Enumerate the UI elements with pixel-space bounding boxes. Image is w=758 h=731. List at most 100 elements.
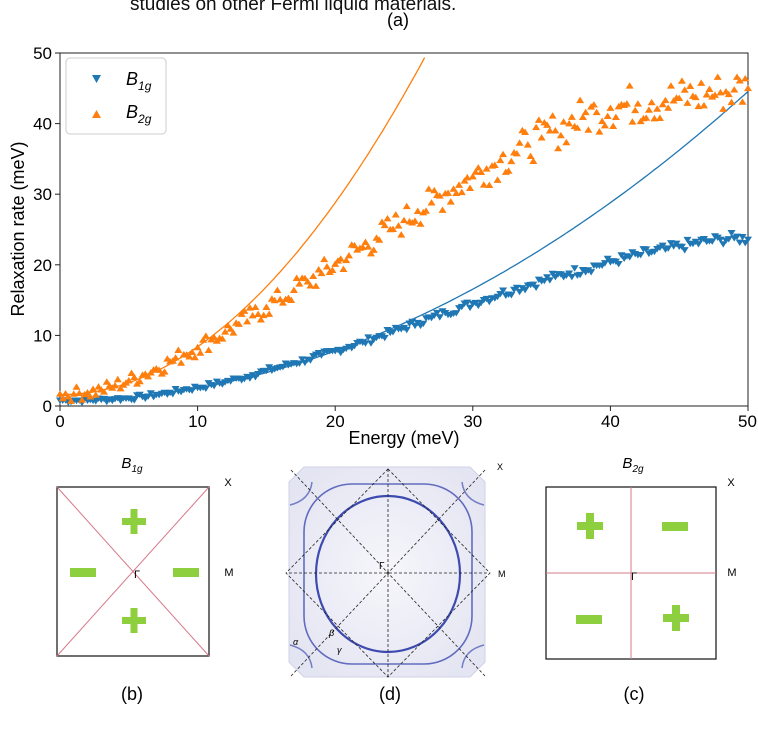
b2g-point (565, 120, 574, 127)
b2g-point (111, 381, 120, 389)
minus-sign (576, 615, 602, 624)
b1g-point (402, 326, 411, 334)
b2g-point (306, 282, 315, 289)
b2g-point (265, 310, 274, 317)
b2g-point (199, 336, 208, 343)
b2g-point (479, 181, 488, 188)
b2g-point (127, 369, 136, 376)
b2g-point (523, 141, 532, 148)
b2g-point (628, 118, 637, 125)
b2g-point (427, 199, 436, 206)
b2g-point (100, 388, 109, 395)
b2g-point (655, 114, 664, 121)
b1g-point (727, 230, 736, 237)
b2g-point (124, 376, 133, 384)
b2g-point (578, 113, 587, 121)
minus-sign (662, 522, 688, 531)
panel-b-b1g-diagram: B1g Γ X M (b) (56, 455, 234, 704)
panel-b-title: B1g (121, 455, 143, 475)
b2g-point (69, 390, 78, 397)
panel-d-label: (d) (379, 684, 401, 704)
b2g-point (309, 272, 318, 279)
b1g-point (146, 390, 155, 397)
b1g-point (666, 240, 675, 247)
b1g-point (694, 241, 703, 248)
b2g-point (609, 122, 618, 129)
legend-label-b1g: B1g (126, 69, 152, 93)
b1g-point (735, 239, 744, 246)
b2g-point (446, 198, 455, 205)
panel-b-label: (b) (121, 684, 143, 704)
b1g-point (306, 357, 315, 364)
b2g-point (474, 164, 483, 171)
plus-sign (577, 513, 603, 539)
b2g-point (683, 99, 692, 106)
b2g-point (430, 186, 439, 194)
axis-ticks: 0 10 20 30 40 50 0 10 20 30 40 50 (33, 44, 757, 431)
b2g-point (680, 86, 689, 93)
b2g-point (595, 128, 604, 135)
b2g-point (694, 102, 703, 110)
b2g-point (295, 280, 304, 287)
b1g-point (521, 286, 530, 294)
b2g-point (463, 173, 472, 181)
b2g-point (75, 389, 84, 397)
b2g-point (424, 185, 433, 192)
minus-sign (173, 568, 199, 577)
b2g-point (240, 307, 249, 314)
relaxation-rate-chart: 0 10 20 30 40 50 0 10 20 30 40 50 Energy (meV) Rela… (8, 44, 757, 448)
x-tick-label: 20 (326, 412, 345, 431)
y-tick-label: 0 (43, 397, 52, 416)
y-axis-label: Relaxation rate (meV) (8, 141, 28, 316)
panel-c-title: B2g (622, 455, 644, 475)
b2g-point (383, 214, 392, 222)
b2g-point (686, 82, 695, 89)
x-tick-label: 30 (463, 412, 482, 431)
b2g-point (320, 255, 329, 263)
b1g-point (548, 270, 557, 278)
b1g-point (419, 320, 428, 328)
b2g-point (375, 236, 384, 243)
b1g-point (570, 265, 579, 272)
b2g-point (67, 397, 76, 404)
b2g-point (262, 303, 271, 310)
b2g-point (650, 114, 659, 122)
b2g-point (204, 346, 213, 354)
b2g-point (675, 94, 684, 101)
b2g-point (661, 96, 670, 104)
b2g-point (251, 303, 260, 311)
b2g-point (317, 269, 326, 277)
y-tick-label: 50 (33, 44, 52, 63)
b1g-point (361, 340, 370, 347)
b2g-point (664, 104, 673, 111)
b2g-point (416, 220, 425, 227)
b1g-point (600, 260, 609, 267)
b1g-point (744, 236, 752, 243)
b2g-point (72, 383, 81, 390)
b2g-point (226, 325, 235, 332)
b1g-point (452, 310, 461, 317)
b2g-point (160, 368, 169, 375)
panel-c-label: (c) (624, 684, 645, 704)
b2g-point (730, 86, 739, 93)
b1g-point (732, 233, 741, 241)
b2g-point (328, 266, 337, 274)
b2g-point (705, 85, 714, 93)
b2g-point (512, 149, 521, 157)
b2g-point (303, 278, 312, 285)
data-markers (56, 73, 752, 407)
b2g-point (380, 221, 389, 229)
gamma-band-label: γ (337, 645, 342, 655)
b2g-point (422, 207, 431, 214)
b2g-point (245, 304, 254, 311)
b2g-point (677, 77, 686, 84)
plot-frame (59, 52, 749, 407)
legend-marker-b1g (92, 75, 101, 83)
b2g-point (471, 168, 480, 175)
x-axis-label: Energy (meV) (348, 428, 459, 448)
panel-b-nodal-line (56, 486, 210, 657)
b2g-point (499, 150, 508, 158)
b2g-point (438, 206, 447, 213)
b2g-point (89, 385, 98, 392)
b2g-point (369, 246, 378, 253)
